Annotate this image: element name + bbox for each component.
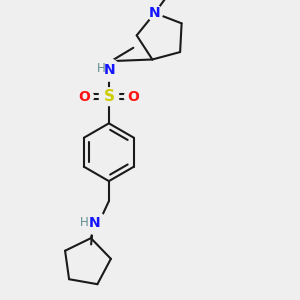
Circle shape — [124, 88, 142, 106]
Text: H: H — [97, 62, 106, 75]
Text: N: N — [104, 63, 116, 77]
Text: N: N — [88, 216, 100, 230]
Circle shape — [76, 88, 93, 106]
Circle shape — [100, 88, 118, 106]
Text: H: H — [80, 216, 89, 229]
Circle shape — [98, 59, 120, 81]
Circle shape — [147, 5, 163, 21]
Text: O: O — [79, 90, 90, 104]
Text: N: N — [149, 6, 160, 20]
Text: S: S — [103, 89, 114, 104]
Text: O: O — [128, 90, 139, 104]
Circle shape — [84, 212, 107, 234]
